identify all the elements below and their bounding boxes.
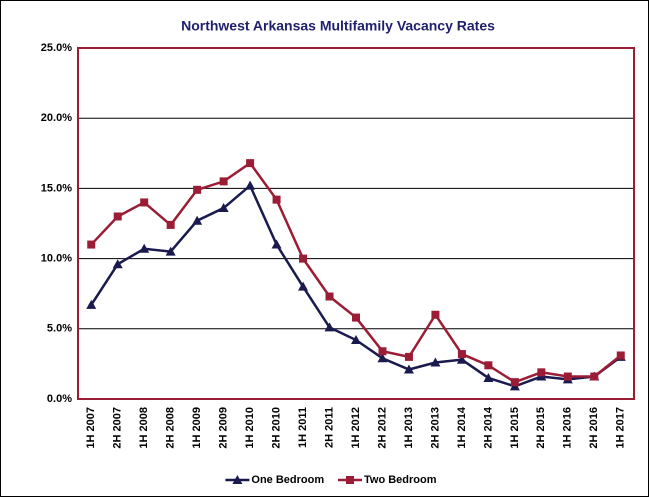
data-point — [537, 368, 546, 377]
x-tick-label: 2H 2008 — [165, 407, 177, 449]
data-point — [404, 352, 413, 361]
legend-marker — [232, 475, 243, 484]
y-tick-label: 20.0% — [41, 112, 72, 124]
data-point — [218, 203, 229, 213]
data-point — [271, 239, 282, 249]
plot-border — [77, 47, 635, 400]
data-point — [325, 292, 334, 301]
legend-label: Two Bedroom — [364, 474, 437, 486]
data-point — [430, 357, 441, 367]
y-tick-label: 15.0% — [41, 182, 72, 194]
x-tick-label: 1H 2014 — [456, 406, 468, 448]
x-tick-label: 1H 2007 — [85, 407, 97, 449]
data-point — [139, 243, 150, 253]
legend-marker — [346, 476, 354, 484]
y-tick-label: 0.0% — [47, 393, 72, 405]
x-tick-label: 2H 2009 — [218, 407, 230, 449]
x-tick-label: 2H 2010 — [270, 407, 282, 449]
data-point — [403, 364, 414, 374]
x-tick-label: 1H 2009 — [191, 407, 203, 449]
data-point — [457, 350, 466, 359]
data-point — [563, 372, 572, 381]
data-point — [140, 198, 149, 207]
data-point — [616, 351, 625, 360]
data-point — [219, 177, 228, 186]
legend-label: One Bedroom — [251, 474, 324, 486]
data-point — [86, 299, 97, 309]
chart-title: Northwest Arkansas Multifamily Vacancy R… — [181, 18, 495, 34]
x-tick-label: 2H 2007 — [112, 407, 124, 449]
x-tick-label: 2H 2013 — [429, 407, 441, 449]
x-tick-label: 1H 2011 — [297, 407, 309, 448]
x-tick-label: 2H 2014 — [482, 406, 494, 448]
x-tick-label: 1H 2013 — [403, 407, 415, 449]
data-point — [298, 281, 309, 291]
x-tick-label: 1H 2010 — [244, 407, 256, 449]
x-tick-label: 1H 2017 — [615, 407, 627, 449]
data-point — [431, 310, 440, 319]
y-tick-label: 5.0% — [47, 323, 72, 335]
data-point — [246, 159, 255, 168]
x-tick-label: 2H 2015 — [535, 407, 547, 449]
data-point — [112, 259, 123, 269]
data-point — [484, 361, 493, 370]
data-point — [352, 313, 360, 322]
x-tick-label: 2H 2012 — [376, 407, 388, 449]
data-point — [378, 347, 387, 356]
x-tick-label: 1H 2012 — [350, 407, 362, 449]
data-point — [272, 195, 281, 204]
data-point — [299, 254, 308, 263]
data-point — [483, 372, 494, 382]
data-point — [245, 180, 256, 190]
data-point — [87, 240, 96, 249]
data-point — [351, 335, 361, 345]
data-point — [165, 246, 176, 256]
data-point — [193, 185, 202, 194]
data-point — [324, 322, 335, 332]
data-point — [377, 353, 388, 363]
data-point — [510, 378, 519, 387]
x-tick-label: 1H 2015 — [509, 407, 521, 449]
y-tick-label: 25.0% — [41, 42, 72, 54]
x-tick-label: 2H 2016 — [588, 407, 600, 449]
data-point — [192, 215, 203, 225]
x-tick-label: 1H 2016 — [562, 407, 574, 449]
y-tick-label: 10.0% — [41, 253, 72, 265]
data-point — [456, 354, 467, 364]
x-tick-label: 1H 2008 — [138, 407, 150, 449]
data-point — [166, 220, 175, 229]
x-tick-label: 2H 2011 — [323, 407, 335, 448]
data-point — [590, 372, 599, 381]
data-point — [113, 212, 122, 221]
